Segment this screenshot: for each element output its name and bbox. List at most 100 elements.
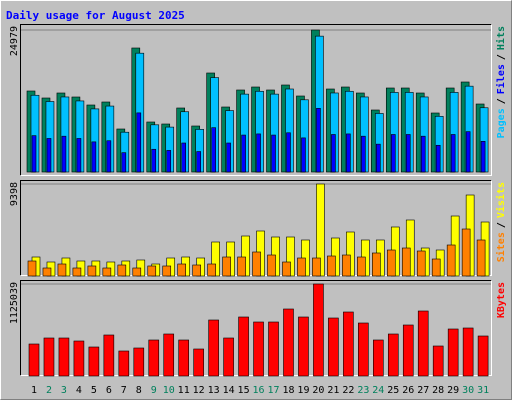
bar [435, 144, 441, 173]
x-tick-label: 20 [312, 385, 324, 396]
x-tick-label: 22 [342, 385, 354, 396]
legend-separator: / [496, 54, 507, 60]
x-tick-label: 13 [208, 385, 220, 396]
x-tick-label: 17 [267, 385, 279, 396]
chart-title: Daily usage for August 2025 [6, 9, 185, 22]
bar [480, 141, 486, 173]
bar [432, 345, 444, 377]
bar [87, 265, 97, 277]
bar [256, 133, 261, 173]
bar [376, 143, 381, 173]
x-tick-label: 25 [387, 385, 399, 396]
bar [136, 112, 142, 173]
bar [76, 138, 82, 173]
bar [147, 265, 157, 277]
x-tick-label: 28 [432, 385, 444, 396]
panel-bevel-dark [20, 280, 492, 376]
y-tick-label: 1125039 [9, 282, 20, 324]
bar [196, 151, 201, 173]
x-tick-label: 4 [76, 385, 82, 396]
bar [192, 264, 201, 277]
bar [28, 343, 40, 377]
legend-entry: Hits [495, 26, 507, 50]
legend-separator: / [496, 98, 507, 104]
bar [151, 148, 157, 173]
bar [252, 251, 261, 277]
bar [346, 133, 351, 173]
bar [390, 134, 396, 173]
bar [253, 321, 264, 377]
bar [313, 283, 324, 377]
bar [373, 339, 384, 377]
legend-entry: Pages [496, 108, 507, 138]
bar [283, 308, 294, 377]
bar [358, 322, 369, 377]
bar [133, 347, 145, 377]
legend: Pages / Files / Hits [495, 26, 507, 138]
x-tick-label: 16 [253, 385, 265, 396]
x-tick-label: 5 [91, 385, 97, 396]
panel-bevel-light [20, 280, 492, 376]
bar [462, 327, 474, 377]
bar [72, 267, 82, 277]
x-tick-label: 12 [193, 385, 205, 396]
bar [73, 340, 85, 377]
bar [208, 319, 219, 377]
bar [267, 254, 276, 277]
x-tick-label: 3 [61, 385, 67, 396]
x-tick-label: 21 [327, 385, 339, 396]
bar [241, 134, 246, 173]
bar [401, 247, 411, 277]
bar [343, 311, 354, 377]
x-tick-label: 29 [447, 385, 459, 396]
panel-bevel-light [20, 24, 492, 176]
bar [27, 260, 37, 277]
bar [57, 263, 67, 277]
x-tick-label: 14 [223, 385, 235, 396]
bar [386, 249, 396, 277]
bar [226, 142, 231, 173]
x-tick-label: 6 [106, 385, 112, 396]
bar [91, 141, 97, 173]
x-tick-label: 24 [372, 385, 384, 396]
bar [361, 135, 366, 173]
bar [286, 132, 291, 173]
x-tick-label: 2 [46, 385, 52, 396]
bar [46, 138, 52, 173]
bar [162, 265, 172, 277]
x-tick-label: 11 [178, 385, 190, 396]
legend-entry: KBytes [496, 282, 507, 318]
bar [328, 317, 339, 377]
bar [297, 257, 306, 277]
bar [446, 244, 456, 277]
bar [58, 337, 70, 377]
bar [181, 142, 186, 173]
x-tick-label: 1 [31, 385, 37, 396]
bar [103, 334, 115, 377]
bar [211, 127, 216, 173]
bar [31, 135, 37, 173]
bar [43, 337, 55, 377]
bar [402, 324, 414, 377]
bar [88, 346, 100, 377]
bar [207, 263, 216, 277]
x-tick-label: 19 [297, 385, 309, 396]
bar [222, 256, 231, 277]
bar [476, 239, 486, 277]
bar [327, 255, 336, 277]
bar [477, 335, 489, 377]
bar [372, 252, 381, 277]
bar [420, 135, 426, 173]
bar [298, 316, 309, 377]
bar [237, 256, 246, 277]
legend: KBytes [496, 282, 507, 318]
bar [357, 256, 366, 277]
bar [148, 339, 160, 377]
x-tick-label: 8 [136, 385, 142, 396]
bar [342, 254, 351, 277]
bar [405, 134, 411, 173]
bar [417, 310, 429, 377]
